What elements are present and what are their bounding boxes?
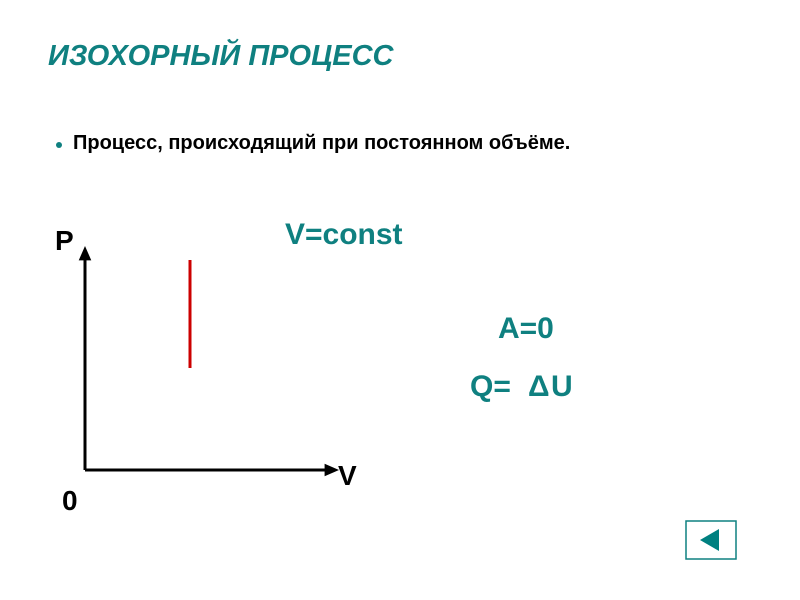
pv-chart (0, 0, 800, 600)
formula-vconst: V=const (285, 218, 403, 252)
back-arrow-icon (685, 520, 737, 560)
y-axis-label: P (55, 225, 74, 257)
origin-label: 0 (62, 485, 78, 517)
back-button[interactable] (685, 520, 737, 560)
formula-delta: Δ (528, 370, 550, 404)
x-axis-label: V (338, 460, 357, 492)
formula-work: A=0 (498, 312, 554, 346)
formula-heat-suffix: U (551, 370, 573, 404)
formula-heat-prefix: Q= (470, 370, 511, 404)
